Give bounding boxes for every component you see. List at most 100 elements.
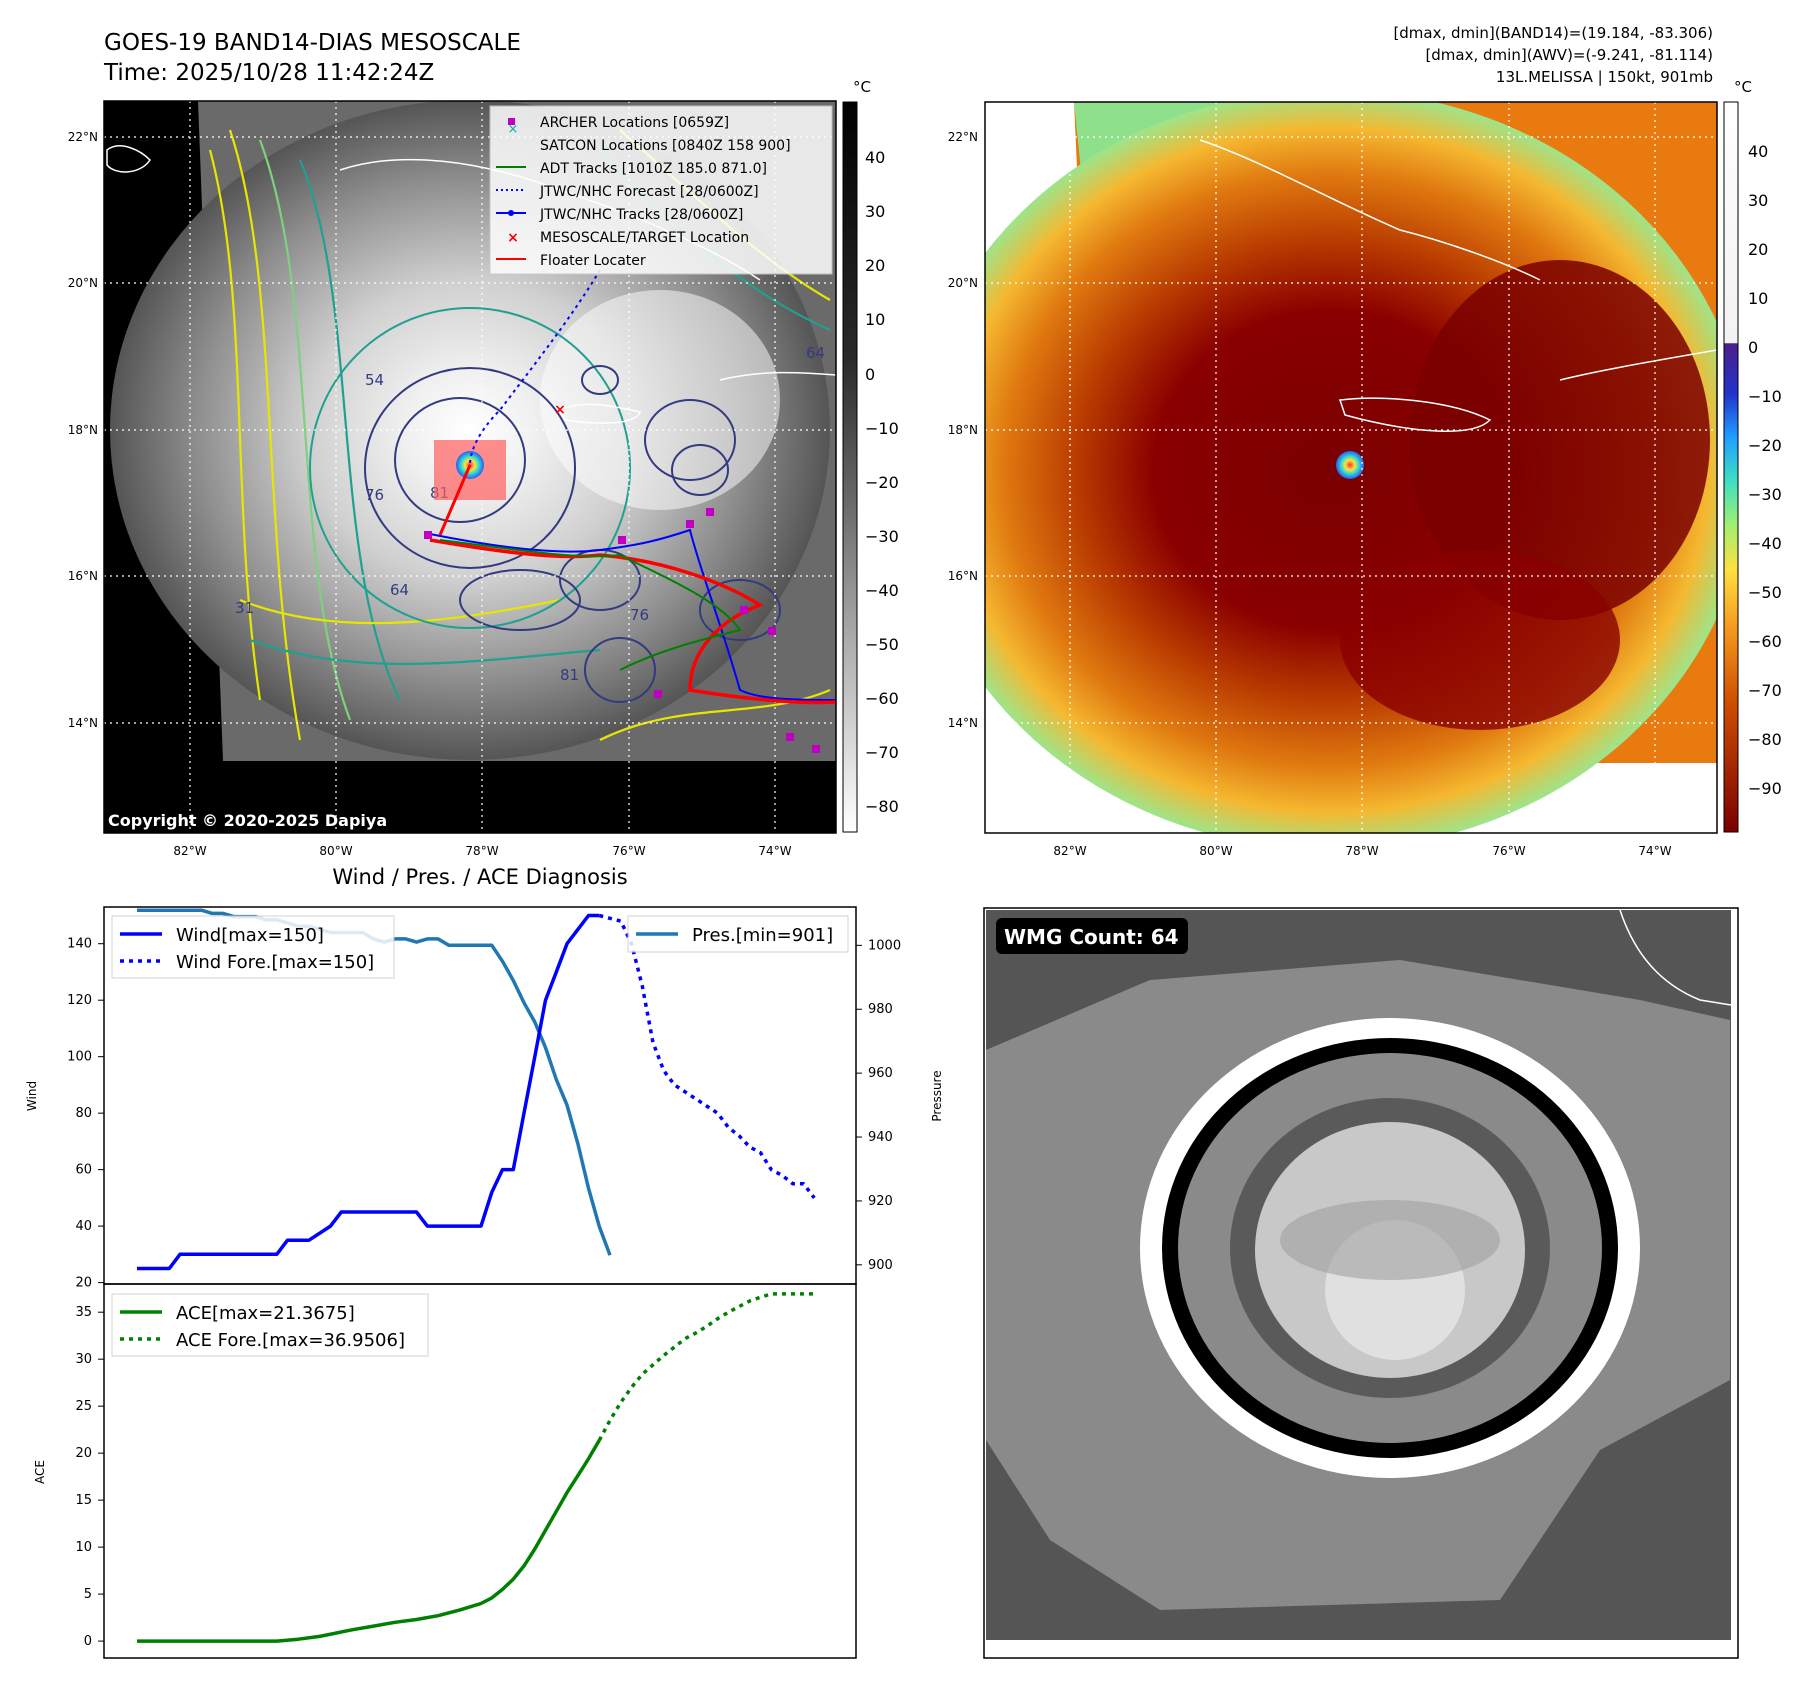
cbar-a-tick: −70 (865, 743, 899, 762)
lon-tick: 80°W (319, 844, 352, 858)
coastline-hispaniola (719, 371, 836, 381)
contour-label-4: 64 (390, 581, 409, 599)
copyright-label: Copyright © 2020-2025 Dapiya (108, 811, 387, 830)
cbar-b-tick: −80 (1748, 730, 1782, 749)
archer-marker-9 (812, 745, 820, 753)
contour-label-1: 54 (365, 371, 384, 389)
cbar-b-tick: −20 (1748, 436, 1782, 455)
cbar-b-tick: −70 (1748, 681, 1782, 700)
lon-tick: 74°W (758, 844, 791, 858)
cbar-b-tick: −30 (1748, 485, 1782, 504)
adt-track (439, 539, 742, 671)
axis-tick-label: 35 (75, 1305, 92, 1320)
ir-rainband-2 (1340, 550, 1620, 730)
contour-yellow-4 (239, 598, 561, 625)
legend-label-target: MESOSCALE/TARGET Location (540, 230, 749, 246)
wind-y-axis: 20 40 60 80 100 120 140 (67, 937, 104, 1291)
legend-marker-archer (508, 118, 515, 125)
lon-tick: 74°W (1638, 844, 1671, 858)
axis-tick-label: 60 (75, 1163, 92, 1178)
cbar-b-tick: 20 (1748, 240, 1768, 259)
cbar-b-tick: 0 (1748, 338, 1758, 357)
ir-eye (1336, 451, 1364, 479)
cbar-b-tick: 30 (1748, 191, 1768, 210)
archer-marker-8 (786, 733, 794, 741)
colorbar-a-unit: °C (853, 78, 871, 96)
legend-label-tracks: JTWC/NHC Tracks [28/0600Z] (539, 207, 743, 223)
best-track (429, 528, 836, 701)
ace-axis-label: ACE (33, 1460, 47, 1484)
contour-label-7: 76 (630, 606, 649, 624)
pressure-axis-label: Pressure (930, 1070, 944, 1121)
legend-label-floater: Floater Locater (540, 253, 646, 269)
cbar-b-tick: −40 (1748, 534, 1782, 553)
graticule-b (985, 102, 1717, 833)
axis-tick-label: 120 (67, 993, 92, 1008)
wmg-eye-shade (1280, 1200, 1500, 1280)
contour-teal-ring (309, 307, 631, 629)
ace-series (137, 1292, 815, 1643)
contour-ring-81 (394, 397, 526, 523)
coastline-jamaica (558, 403, 642, 424)
lon-tick: 78°W (1345, 844, 1378, 858)
cbar-a-tick: 0 (865, 365, 875, 384)
panel-a-frame (103, 100, 837, 834)
cbar-a-tick: 20 (865, 256, 885, 275)
ace-legend: ACE[max=21.3675] ACE Fore.[max=36.9506] (111, 1293, 429, 1357)
lat-tick: 18°N (68, 423, 98, 437)
legend-label-adt: ADT Tracks [1010Z 185.0 871.0] (540, 161, 767, 177)
pressure-y-axis: 900 920 940 960 980 1000 (856, 938, 901, 1273)
axis-tick-label: 30 (75, 1352, 92, 1367)
contour-label-2: 76 (365, 486, 384, 504)
archer-marker-5 (740, 606, 748, 614)
map-legend: × × ARCHER Locations [0659Z] SATCON Loca… (489, 105, 833, 275)
legend-label-archer: ARCHER Locations [0659Z] (540, 115, 729, 131)
cbar-a-tick: 40 (865, 148, 885, 167)
wind-axis-label: Wind (25, 1081, 39, 1111)
cbar-b-tick: −10 (1748, 387, 1782, 406)
legend-label-forecast: JTWC/NHC Forecast [28/0600Z] (539, 184, 759, 200)
panel-ir-map: °C 40 30 20 10 0 −10 −20 −30 −40 −50 −60… (948, 78, 1782, 858)
lat-tick: 20°N (948, 276, 978, 290)
axis-tick-label: 100 (67, 1050, 92, 1065)
ace-y-axis: 0 5 10 15 20 25 30 35 (75, 1305, 104, 1649)
panel-band14-map: 54 76 81 64 31 64 76 81 (68, 78, 899, 858)
contour-yellow-2 (228, 129, 302, 741)
convective-cell-1 (644, 399, 736, 481)
info-awv-range: [dmax, dmin](AWV)=(-9.241, -81.114) (1425, 46, 1713, 64)
coastline-1 (106, 145, 151, 173)
lat-ticks-b: 22°N 20°N 18°N 16°N 14°N (948, 130, 978, 730)
lon-tick: 76°W (612, 844, 645, 858)
axis-tick-label: 1000 (868, 938, 901, 953)
axis-tick-label: 40 (75, 1219, 92, 1234)
ace-plot-frame (103, 1283, 857, 1659)
convective-cell-2 (671, 444, 729, 496)
convective-cell-7 (459, 569, 581, 631)
contour-label-6: 64 (806, 344, 825, 362)
ir-coastline-hispaniola (1559, 349, 1717, 381)
cbar-a-tick: −10 (865, 419, 899, 438)
ir-coastline-jamaica (1338, 397, 1492, 432)
axis-tick-label: 140 (67, 937, 92, 952)
colorbar-a-ticks: 40 30 20 10 0 −10 −20 −30 −40 −50 −60 −7… (865, 148, 899, 816)
ace-line (137, 1439, 601, 1643)
info-storm: 13L.MELISSA | 150kt, 901mb (1496, 68, 1713, 86)
panel-wmg: WMG Count: 64 (983, 907, 1739, 1659)
contour-teal-3 (249, 638, 601, 665)
diagnosis-title: Wind / Pres. / ACE Diagnosis (332, 865, 627, 889)
cbar-a-tick: 10 (865, 310, 885, 329)
axis-tick-label: 900 (868, 1258, 893, 1273)
legend-box (489, 105, 833, 275)
wind-forecast-line (598, 913, 816, 1199)
wind-legend-box (111, 915, 395, 979)
contour-ring-76 (364, 367, 576, 569)
axis-tick-label: 920 (868, 1194, 893, 1209)
contour-label-8: 81 (560, 666, 579, 684)
info-band14-range: [dmax, dmin](BAND14)=(19.184, -83.306) (1393, 24, 1713, 42)
lat-tick: 22°N (948, 130, 978, 144)
panel-diagnosis: Wind / Pres. / ACE Diagnosis Wind Pressu… (25, 865, 944, 1659)
axis-tick-label: 960 (868, 1066, 893, 1081)
colorbar-b-ticks: 40 30 20 10 0 −10 −20 −30 −40 −50 −60 −7… (1748, 142, 1782, 798)
floater-track (429, 538, 836, 705)
lat-tick: 16°N (68, 569, 98, 583)
